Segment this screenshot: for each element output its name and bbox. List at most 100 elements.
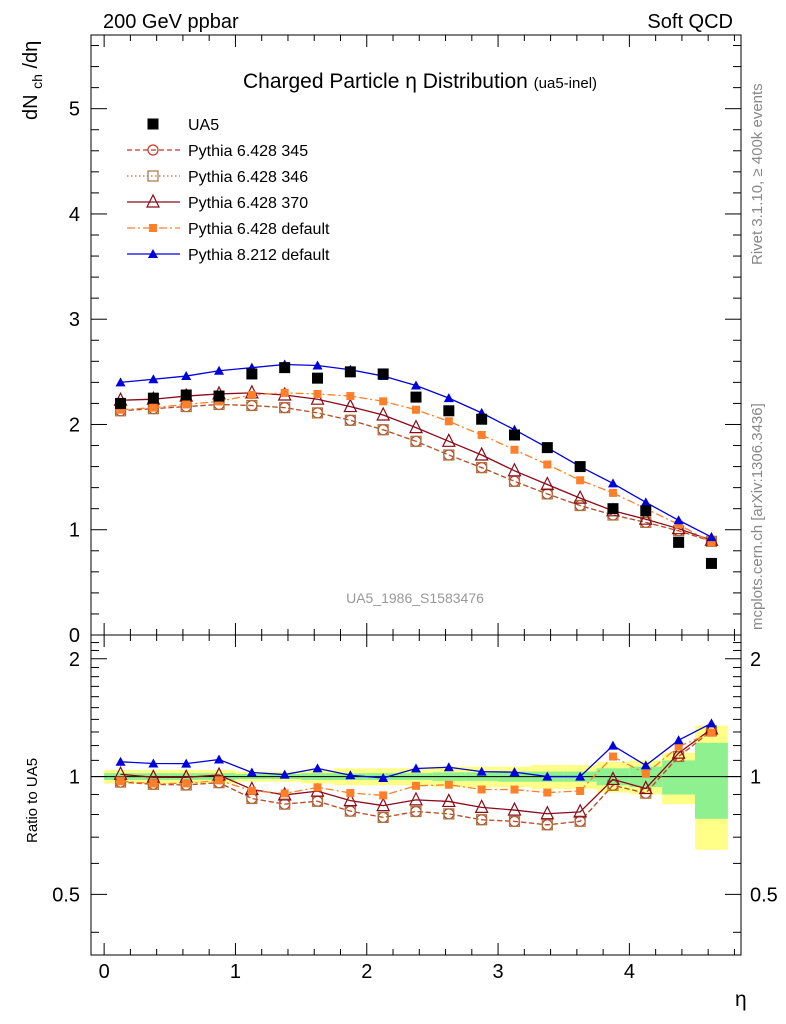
data-point (640, 505, 652, 517)
series-point (379, 397, 388, 406)
ratio-point (543, 788, 552, 797)
ratio-point (575, 771, 586, 781)
ratio-panel-frame (90, 634, 742, 956)
series-point (116, 405, 125, 414)
ratio-point (149, 779, 158, 788)
series-point (508, 475, 521, 487)
ratio-point (540, 805, 555, 820)
data-point (115, 397, 127, 409)
ratio-y-label: Ratio to UA5 (24, 758, 41, 843)
series-point (246, 399, 258, 412)
title-rest: Distribution (423, 70, 528, 93)
ratio-point (279, 769, 290, 779)
legend-label: Pythia 6.428 370 (188, 195, 308, 212)
series-point (474, 446, 489, 461)
ratio-tick-label-left: 0.5 (52, 884, 80, 906)
x-tick-label: 4 (624, 961, 635, 983)
series-point (638, 510, 653, 525)
series-point (280, 388, 289, 397)
data-point (279, 362, 291, 374)
x-tick-label: 2 (361, 961, 372, 983)
ratio-point (443, 762, 454, 772)
series-line (120, 403, 712, 542)
ratio-point (477, 785, 486, 794)
legend-label: Pythia 6.428 346 (188, 169, 308, 186)
series-point (214, 365, 225, 375)
data-point (607, 503, 619, 515)
ratio-point (605, 771, 620, 786)
y-axis-label: dN ch /dη (20, 41, 47, 120)
ratio-line (120, 728, 712, 815)
ratio-point (476, 766, 487, 776)
ratio-band-inner (695, 742, 728, 819)
data-point (541, 442, 553, 454)
ratio-point (411, 763, 421, 773)
data-point (673, 536, 685, 548)
legend-label: Pythia 6.428 345 (188, 143, 308, 160)
data-point (443, 405, 455, 417)
header-right: Soft QCD (647, 11, 733, 33)
ylabel-main: dN (20, 94, 42, 120)
ratio-point (508, 815, 521, 827)
series-point (444, 417, 453, 426)
y-tick-label: 5 (69, 99, 80, 121)
ratio-point (576, 786, 585, 795)
data-point (147, 392, 159, 404)
series-point (311, 407, 324, 419)
main-series (113, 359, 719, 569)
ratio-point (376, 797, 391, 812)
legend: UA5 Pythia 6.428 345 Pythia 6.428 346 Pythi… (127, 117, 330, 264)
ratio-point (246, 767, 257, 777)
series-point (377, 424, 389, 436)
series-point (443, 449, 455, 461)
data-point (312, 372, 324, 384)
ratio-point (312, 763, 323, 773)
series-point (148, 374, 159, 384)
series-point (279, 402, 291, 414)
y-tick-label: 3 (69, 309, 80, 331)
ratio-band-inner (662, 760, 696, 795)
ratio-point (444, 780, 453, 789)
ratio-point (343, 792, 358, 807)
series-point (409, 419, 423, 434)
data-point (705, 557, 717, 569)
ratio-tick-label-right: 1 (750, 767, 761, 789)
series-point (640, 497, 651, 507)
data-point (377, 368, 389, 380)
series-point (510, 445, 519, 454)
ratio-tick-label-left: 1 (69, 767, 80, 789)
mcplots-label: mcplots.cern.ch [arXiv:1306.3436] (749, 403, 766, 630)
ratio-point (671, 744, 686, 759)
ratio-point (214, 754, 225, 764)
series-point (181, 371, 192, 381)
legend-label: UA5 (188, 117, 219, 134)
series-point (344, 414, 356, 426)
ratio-point (509, 767, 520, 777)
series-point (310, 390, 325, 405)
data-point (246, 368, 258, 380)
series-point (607, 478, 618, 488)
ratio-tick-label-left: 2 (69, 649, 80, 671)
analysis-watermark: UA5_1986_S1583476 (346, 590, 484, 606)
ratio-point (247, 786, 256, 795)
ratio-point (148, 758, 159, 768)
ratio-tick-label-right: 2 (750, 649, 761, 671)
series-point (576, 476, 585, 485)
data-point (476, 413, 488, 425)
data-point (180, 389, 192, 401)
ratio-point (443, 808, 455, 820)
series-point (344, 414, 356, 426)
ratio-point (410, 805, 422, 818)
series-point (247, 391, 256, 399)
ratio-point (510, 785, 519, 794)
series-point (540, 476, 555, 491)
chart-title: Charged Particle η Distribution (ua5-ine… (243, 70, 597, 93)
ratio-point (638, 780, 653, 795)
ratio-point (115, 756, 126, 766)
ratio-tick-label-right: 0.5 (750, 884, 778, 906)
series-point (412, 405, 420, 414)
ratio-point (441, 793, 456, 808)
ratio-point (573, 803, 588, 818)
series-point (313, 389, 322, 398)
series-point (608, 488, 617, 497)
